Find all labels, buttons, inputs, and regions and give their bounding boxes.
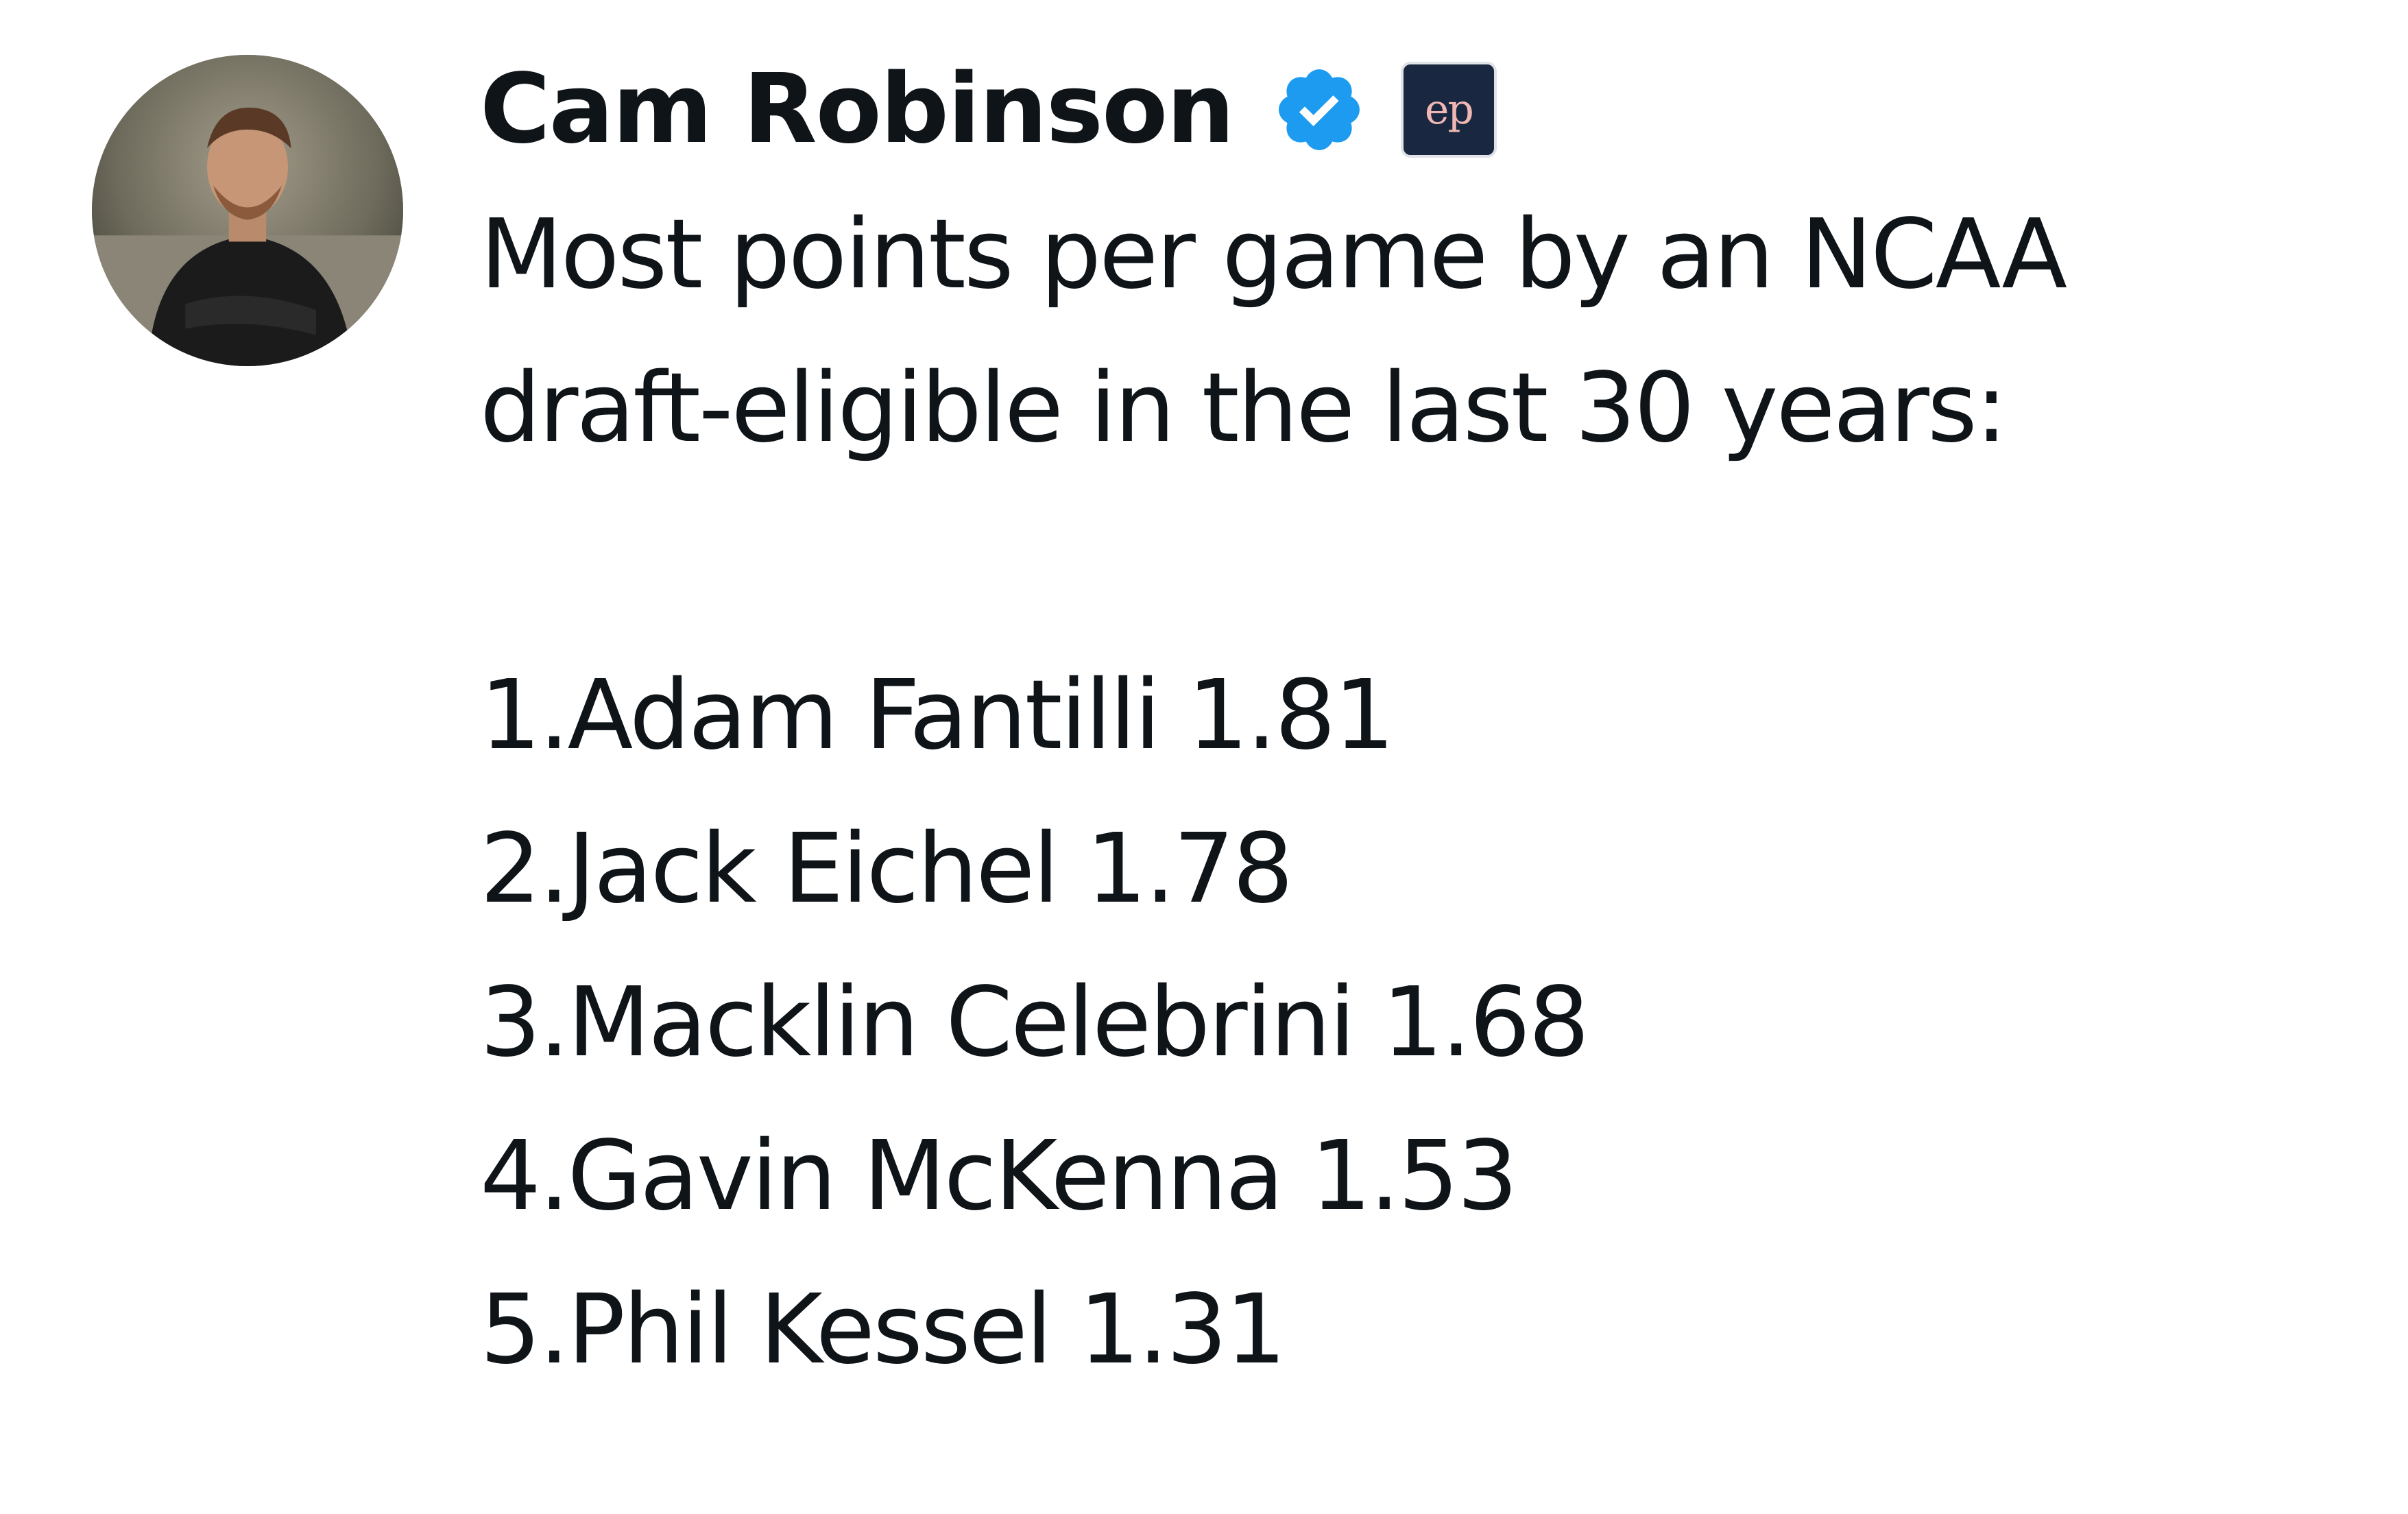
list-item: 3.Macklin Celebrini 1.68: [480, 967, 1589, 1079]
tweet-intro-line-2: draft-eligible in the last 30 years:: [480, 352, 2008, 464]
blank-line: [480, 485, 2372, 639]
list-item: 2.Jack Eichel 1.78: [480, 813, 1294, 925]
display-name[interactable]: Cam Robinson: [480, 53, 1235, 165]
list-item: 1.Adam Fantilli 1.81: [480, 660, 1395, 771]
tweet-content: Cam Robinson ep Most points per game by …: [480, 41, 2372, 1407]
tweet-text: Most points per game by an NCAA draft-el…: [480, 178, 2372, 1407]
affiliate-badge-label: ep: [1424, 86, 1474, 134]
affiliate-badge[interactable]: ep: [1400, 62, 1497, 158]
profile-photo: [92, 55, 403, 366]
avatar[interactable]: [92, 55, 403, 366]
list-item: 5.Phil Kessel 1.31: [480, 1274, 1286, 1386]
verified-badge-icon: [1272, 62, 1366, 157]
list-item: 4.Gavin McKenna 1.53: [480, 1120, 1518, 1232]
ranking-list: 1.Adam Fantilli 1.81 2.Jack Eichel 1.78 …: [480, 639, 2372, 1407]
tweet-intro-line-1: Most points per game by an NCAA: [480, 199, 2067, 311]
tweet-header: Cam Robinson ep: [480, 41, 2372, 178]
